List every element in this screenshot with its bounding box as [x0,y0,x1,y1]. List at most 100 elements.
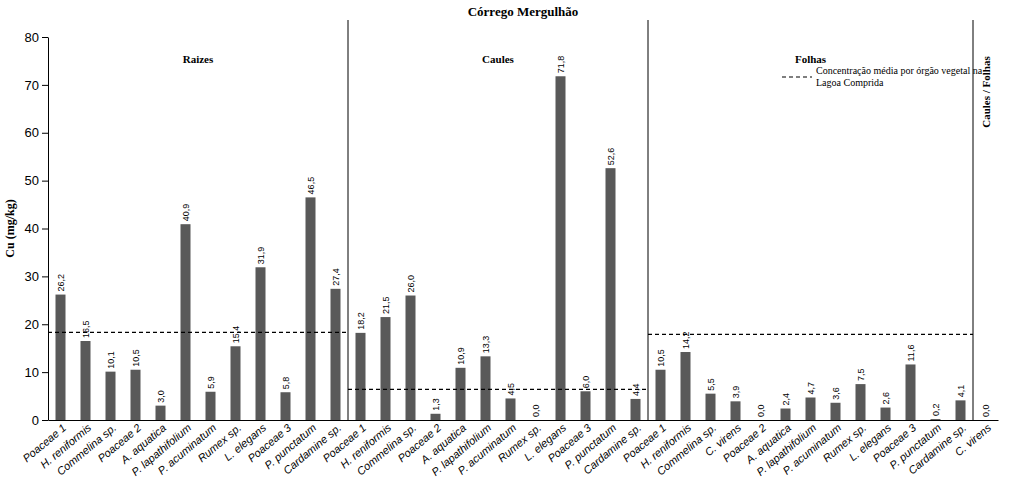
data-label: 0,0 [756,404,766,417]
bar [581,391,591,420]
data-label: 3,0 [156,390,166,403]
data-label: 21,5 [381,297,391,315]
bar [331,289,341,420]
legend-label: Concentração média por órgão vegetal naL… [816,65,983,88]
reference-line [348,389,648,390]
data-label: 27,4 [331,268,341,286]
data-label: 3,9 [731,386,741,399]
data-label: 7,5 [856,369,866,382]
data-label: 26,2 [56,274,66,292]
y-tick-mark [42,85,48,86]
bar [56,295,66,420]
data-label: 71,8 [556,56,566,74]
data-label: 5,9 [206,376,216,389]
data-label: 18,2 [356,312,366,330]
bar [831,403,841,420]
bar [506,398,516,420]
data-label: 4,5 [506,383,516,396]
data-label: 0,0 [531,404,541,417]
y-tick-mark [42,420,48,421]
panel-divider [648,20,649,420]
reference-line [648,334,973,335]
y-axis-title: Cu (mg/kg) [3,199,17,257]
y-axis: 0 10 20 30 40 50 60 70 80 [25,30,49,428]
data-label: 5,5 [706,378,716,391]
data-label: 26,0 [406,275,416,293]
reference-line [48,332,348,333]
bar [656,370,666,420]
data-label: 10,5 [131,349,141,367]
bar [606,168,616,420]
y-tick: 10 [25,365,48,380]
data-label: 11,6 [906,345,916,362]
y-tick-mark [42,324,48,325]
y-tick-mark [42,133,48,134]
data-label: 0,0 [981,404,991,417]
y-tick-label: 60 [25,125,39,140]
data-label: 10,9 [456,347,466,365]
group-label: Raizes [183,53,214,65]
y-tick: 0 [32,413,48,428]
legend-swatch [782,76,812,77]
bar [631,399,641,420]
y-tick: 30 [25,269,48,284]
bar [131,370,141,420]
legend: Concentração média por órgão vegetal naL… [782,65,983,88]
data-label: 15,4 [231,326,241,344]
y-tick-mark [42,181,48,182]
y-tick-label: 40 [25,221,39,236]
y-tick-label: 70 [25,78,39,93]
bar [231,346,241,420]
data-labels: 26,216,510,110,53,040,95,915,431,95,846,… [56,56,991,417]
bar [981,420,991,421]
group-label: Folhas [795,53,827,65]
bar [81,341,91,420]
data-label: 31,9 [256,247,266,265]
data-label: 14,2 [681,331,691,349]
y-tick-mark [42,37,48,38]
bar [381,317,391,420]
bar [256,267,266,420]
bar [756,420,766,421]
bar [906,364,916,420]
data-label: 52,6 [606,148,616,166]
y-tick-label: 50 [25,173,39,188]
y-tick-label: 0 [32,413,39,428]
y-tick-label: 20 [25,317,39,332]
x-axis-line [49,420,999,421]
y-tick: 40 [25,221,48,236]
bar [406,296,416,420]
y-axis-line [48,38,49,421]
data-label: 40,9 [181,204,191,222]
legend-label-line: Concentração média por órgão vegetal na [816,65,983,76]
bar [856,384,866,420]
bar [481,356,491,420]
bar [556,76,566,420]
data-label: 10,1 [106,351,116,369]
bar [681,352,691,420]
data-label: 6,0 [581,376,591,389]
data-label: 3,6 [831,387,841,400]
panel-divider [348,20,349,420]
bar [456,368,466,420]
y-tick-label: 30 [25,269,39,284]
bar [431,414,441,420]
y-tick: 80 [25,30,48,45]
data-label: 5,8 [281,377,291,390]
y-tick-mark [42,229,48,230]
bar [706,394,716,420]
bar [531,420,541,421]
y-tick: 50 [25,173,48,188]
bar [931,419,941,420]
bar [206,392,216,420]
bars [56,76,966,420]
bar [106,372,116,420]
data-label: 2,6 [881,392,891,405]
title: Córrego Mergulhão [468,4,579,19]
y-tick-label: 80 [25,30,39,45]
x-tick-label: C. virens [952,421,993,458]
reference-lines [48,332,973,389]
data-label: 10,5 [656,349,666,367]
data-label: 4,4 [631,383,641,396]
y-tick-mark [42,276,48,277]
